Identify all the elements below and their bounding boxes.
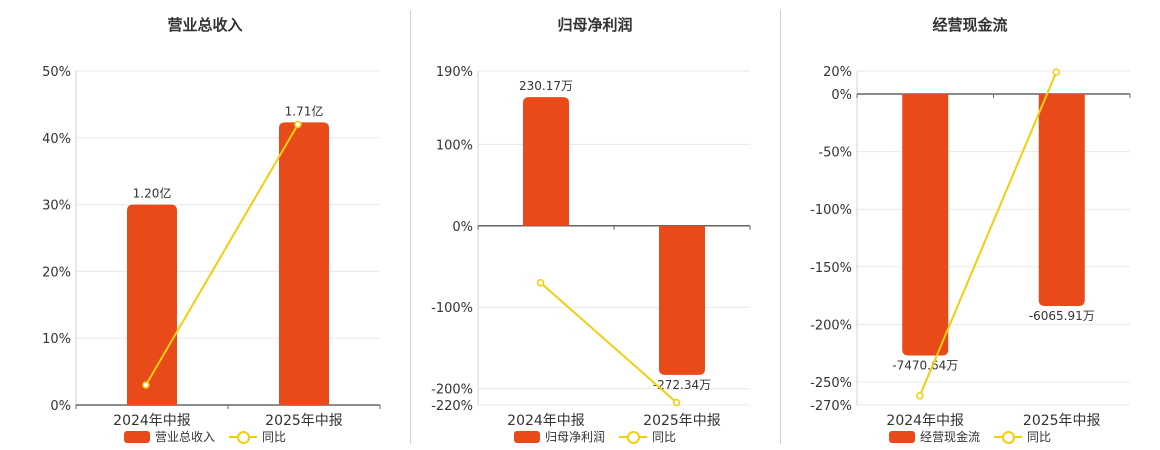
bar xyxy=(279,122,329,405)
y-tick-label: 190% xyxy=(436,65,473,80)
chart-legend[interactable]: 归母净利润 同比 xyxy=(410,428,780,445)
y-tick-label: 10% xyxy=(42,332,71,347)
y-tick-label: -150% xyxy=(810,261,852,276)
bar xyxy=(523,97,569,226)
y-tick-label: -250% xyxy=(810,376,852,391)
y-tick-label: -200% xyxy=(810,318,852,333)
x-tick-label: 2024年中报 xyxy=(507,413,585,429)
yoy-line xyxy=(145,123,299,386)
y-tick-label: -220% xyxy=(431,399,473,414)
y-tick-label: 20% xyxy=(823,65,852,80)
legend-bar-swatch xyxy=(513,430,540,443)
bar-data-label: 230.17万 xyxy=(519,79,573,93)
y-tick-label: -100% xyxy=(431,301,473,316)
y-tick-label: 50% xyxy=(42,65,71,80)
legend-line-label: 同比 xyxy=(1027,430,1052,444)
legend-line-swatch xyxy=(619,430,647,444)
legend-line-label: 同比 xyxy=(262,430,287,444)
chart-title: 归母净利润 xyxy=(557,16,633,34)
legend-bar-label: 经营现金流 xyxy=(919,430,980,444)
y-tick-label: 40% xyxy=(42,132,71,147)
legend-line-swatch xyxy=(229,430,257,444)
yoy-point xyxy=(916,392,924,400)
y-tick-label: -100% xyxy=(810,203,852,218)
y-tick-label: 0% xyxy=(831,88,852,103)
chart-panel-revenue: 营业总收入 0% 10% 20% 30% 40% 50% 2024年中报 2025年中报 1.2… xyxy=(0,0,410,450)
y-tick-label: 0% xyxy=(50,399,71,414)
chart-panel-cash-flow: 经营现金流 20% 0% -50% -100% -150% -200% -250% -270%… xyxy=(780,0,1160,450)
bar xyxy=(902,94,949,356)
x-tick-label: 2024年中报 xyxy=(113,413,191,429)
bar xyxy=(1038,94,1085,306)
yoy-point xyxy=(1052,68,1061,76)
panel-divider xyxy=(410,10,411,444)
legend-bar-swatch xyxy=(123,430,150,443)
chart-svg: 190% 100% 0% -100% -200%-220% 2024年中报 2025年中报 2… xyxy=(431,65,751,429)
y-tick-label: 0% xyxy=(452,220,473,235)
y-tick-label: -270% xyxy=(810,399,852,414)
bar-data-label: 1.71亿 xyxy=(285,103,324,118)
legend-bar-label: 归母净利润 xyxy=(544,430,605,444)
legend-bar-label: 营业总收入 xyxy=(154,430,215,444)
bar-data-label: -272.34万 xyxy=(653,378,711,392)
bar-data-label: 1.20亿 xyxy=(133,186,172,201)
legend-line-label: 同比 xyxy=(652,430,677,444)
bar-data-label: -7470.64万 xyxy=(892,358,958,372)
y-tick-label: 20% xyxy=(42,265,71,280)
chart-title: 营业总收入 xyxy=(167,16,243,34)
chart-svg: 0% 10% 20% 30% 40% 50% 2024年中报 2025年中报 1.20亿 1.71… xyxy=(42,65,381,429)
chart-title: 经营现金流 xyxy=(932,16,1008,34)
x-tick-label: 2025年中报 xyxy=(1023,413,1101,429)
panel-divider xyxy=(780,10,781,444)
x-tick-label: 2025年中报 xyxy=(265,413,343,429)
chart-legend[interactable]: 经营现金流 同比 xyxy=(780,428,1160,445)
legend-bar-swatch xyxy=(888,430,915,443)
yoy-point xyxy=(142,381,150,389)
yoy-line xyxy=(918,71,1058,397)
yoy-point xyxy=(536,279,545,287)
chart-svg: 20% 0% -50% -100% -150% -200% -250% -270% 2024年中… xyxy=(810,65,1131,429)
yoy-line xyxy=(539,282,678,404)
y-tick-label: 30% xyxy=(42,199,71,214)
y-tick-label: -200% xyxy=(431,383,473,398)
x-tick-label: 2024年中报 xyxy=(886,413,964,429)
x-tick-label: 2025年中报 xyxy=(643,413,721,429)
chart-legend[interactable]: 营业总收入 同比 xyxy=(0,428,410,445)
legend-line-swatch xyxy=(994,430,1022,444)
yoy-point xyxy=(672,398,681,407)
bar-data-label: -6065.91万 xyxy=(1029,309,1095,323)
bar xyxy=(659,225,705,375)
chart-panel-net-profit: 归母净利润 190% 100% 0% -100% -200% -220% 2024年中报 20… xyxy=(410,0,780,450)
yoy-point xyxy=(294,120,302,129)
y-tick-label: -50% xyxy=(818,146,852,161)
y-tick-label: 100% xyxy=(436,138,473,153)
